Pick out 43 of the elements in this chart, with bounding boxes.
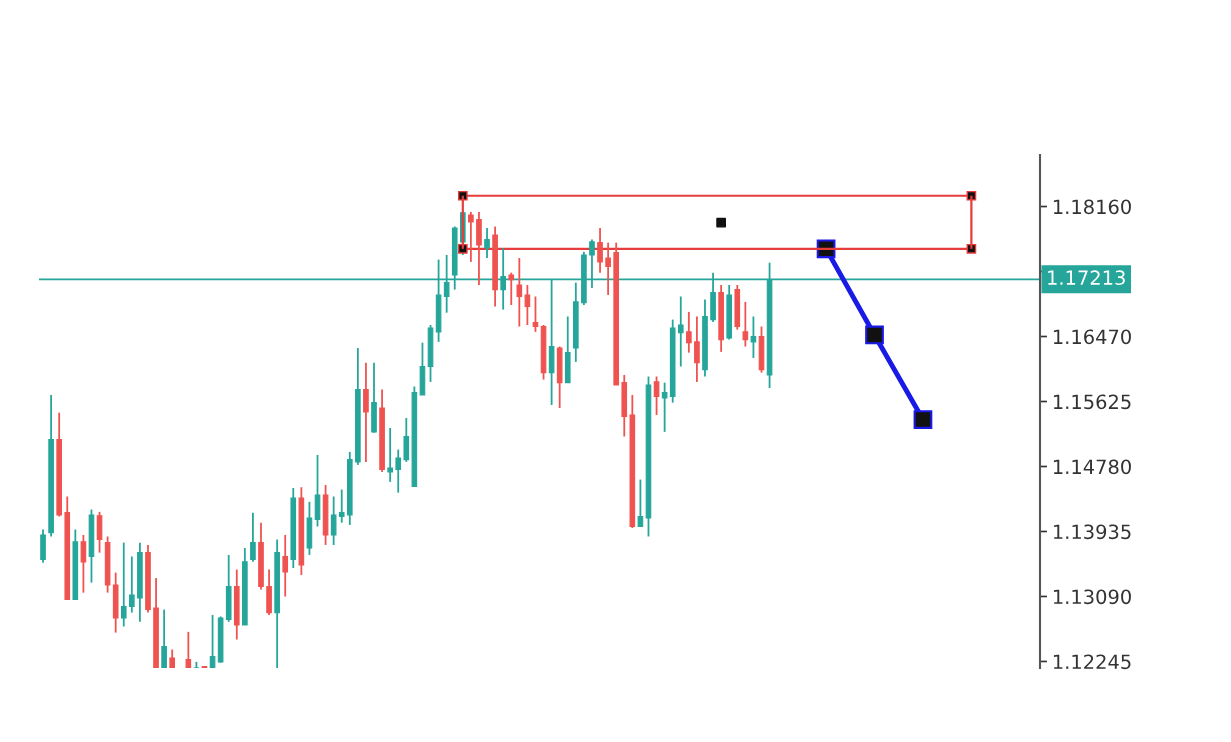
candlestick [185, 630, 192, 668]
candlestick [282, 534, 289, 598]
candlestick [120, 541, 127, 628]
point [913, 410, 933, 429]
candlestick [677, 295, 684, 368]
y-tick-label: 1.13935 [1053, 524, 1131, 540]
candlestick [653, 375, 660, 416]
y-tick-label: 1.13090 [1053, 589, 1131, 605]
candlestick [524, 284, 531, 326]
candlestick [516, 257, 523, 328]
candlestick [387, 427, 393, 483]
candlestick [637, 478, 644, 528]
candlestick [532, 295, 539, 333]
candlestick [395, 448, 402, 494]
y-tick-label: 1.16470 [1053, 329, 1131, 345]
candlestick [338, 488, 345, 524]
candlestick [129, 555, 135, 614]
candlestick [330, 495, 337, 546]
candlestick [161, 608, 167, 668]
candlestick [750, 315, 757, 359]
candlestick [605, 241, 611, 296]
candlestick [686, 310, 692, 354]
ref-line-label: 1.17213 [1048, 270, 1125, 286]
candlestick [96, 510, 103, 554]
candlestick [661, 381, 668, 433]
candlestick [694, 315, 700, 383]
candlestick [250, 511, 256, 563]
point [716, 217, 726, 228]
point [457, 190, 468, 201]
candlestick [597, 227, 603, 274]
y-tick-label: 1.14780 [1053, 459, 1131, 475]
y-tick-label: 1.18160 [1053, 199, 1131, 215]
y-tick-label: 1.15625 [1053, 394, 1131, 410]
candlestick [508, 271, 515, 306]
point [865, 325, 884, 345]
y-tick-label: 1.12245 [1053, 654, 1131, 670]
candlestick [209, 614, 216, 668]
candlestick [80, 534, 87, 594]
candlestick [742, 300, 749, 348]
candlestick [403, 417, 410, 463]
candlestick [468, 211, 474, 263]
candlestick [363, 361, 369, 463]
candlestick [484, 227, 490, 259]
